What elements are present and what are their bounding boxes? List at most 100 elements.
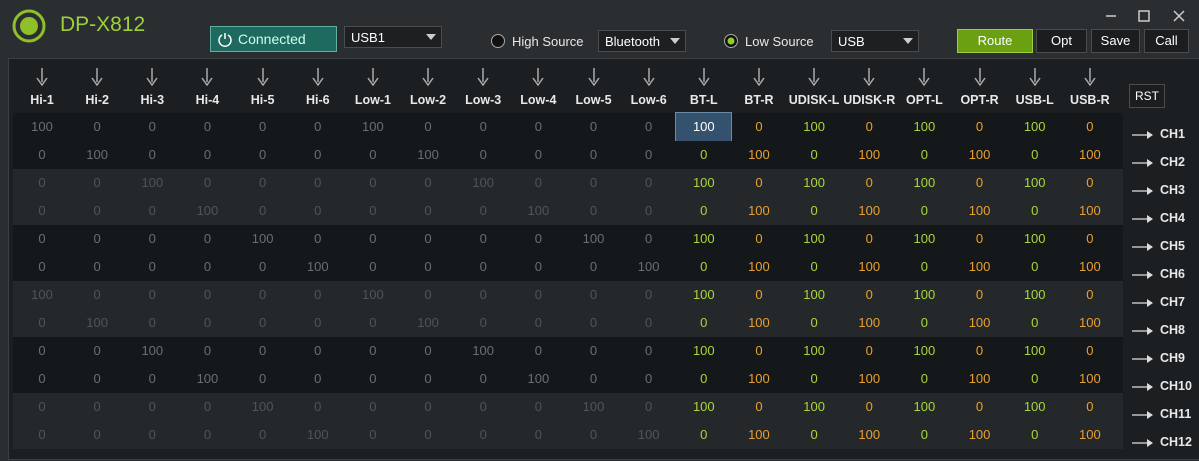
gain-cell[interactable]: 0 [1086,119,1094,134]
gain-cell[interactable]: 100 [748,427,770,442]
gain-cell[interactable]: 0 [203,175,212,190]
gain-cell[interactable]: 100 [748,259,770,274]
gain-cell[interactable]: 0 [534,231,542,246]
gain-cell[interactable]: 0 [369,203,377,218]
gain-cell[interactable]: 0 [865,175,873,190]
gain-cell[interactable]: 100 [196,203,219,218]
gain-cell[interactable]: 0 [314,315,322,330]
gain-cell[interactable]: 0 [258,343,267,358]
gain-cell[interactable]: 100 [968,371,991,386]
gain-cell[interactable]: 0 [314,399,322,414]
gain-cell[interactable]: 0 [148,427,156,442]
gain-cell[interactable]: 0 [148,315,156,330]
gain-cell[interactable]: 100 [913,175,936,190]
gain-cell[interactable]: 0 [38,203,46,218]
gain-cell[interactable]: 0 [38,175,46,190]
gain-cell[interactable]: 0 [369,343,377,358]
gain-cell[interactable]: 0 [865,343,873,358]
gain-cell[interactable]: 0 [479,287,487,302]
gain-cell[interactable]: 0 [534,427,542,442]
gain-cell[interactable]: 0 [258,119,267,134]
gain-cell[interactable]: 100 [803,287,825,302]
gain-cell[interactable]: 0 [589,371,598,386]
gain-cell[interactable]: 0 [589,343,598,358]
gain-cell[interactable]: 0 [534,315,542,330]
gain-cell[interactable]: 100 [803,119,825,134]
gain-cell[interactable]: 0 [38,399,46,414]
gain-cell[interactable]: 0 [314,371,322,386]
gain-cell[interactable]: 0 [38,147,46,162]
gain-cell[interactable]: 0 [1031,203,1039,218]
gain-cell[interactable]: 100 [858,427,881,442]
gain-cell[interactable]: 0 [258,175,267,190]
gain-cell[interactable]: 0 [975,119,984,134]
gain-cell[interactable]: 100 [803,343,825,358]
gain-cell[interactable]: 0 [755,399,763,414]
gain-cell[interactable]: 0 [369,399,377,414]
gain-cell[interactable]: 100 [692,231,715,246]
gain-cell[interactable]: 0 [258,371,267,386]
close[interactable] [1173,10,1185,22]
gain-cell[interactable]: 100 [86,315,108,330]
gain-cell[interactable]: 100 [306,259,329,274]
gain-cell[interactable]: 0 [203,427,212,442]
gain-cell[interactable]: 0 [369,427,377,442]
gain-cell[interactable]: 100 [968,259,991,274]
gain-cell[interactable]: 100 [968,203,991,218]
gain-cell[interactable]: 100 [86,147,108,162]
gain-cell[interactable]: 0 [38,231,46,246]
gain-cell[interactable]: 0 [589,175,598,190]
gain-cell[interactable]: 0 [148,147,156,162]
gain-cell[interactable]: 100 [417,147,439,162]
gain-cell[interactable]: 0 [93,231,101,246]
high-source-select[interactable]: Bluetooth [598,30,686,52]
gain-cell[interactable]: 100 [362,119,384,134]
gain-cell[interactable]: 0 [1031,147,1039,162]
gain-cell[interactable]: 100 [803,399,825,414]
gain-cell[interactable]: 0 [645,315,653,330]
gain-cell[interactable]: 0 [203,259,212,274]
gain-cell[interactable]: 0 [424,371,432,386]
gain-cell[interactable]: 0 [93,119,101,134]
gain-cell[interactable]: 0 [424,175,432,190]
gain-cell[interactable]: 0 [534,259,542,274]
gain-cell[interactable]: 0 [589,147,598,162]
gain-cell[interactable]: 0 [700,203,708,218]
radio-low[interactable] [723,33,739,49]
gain-cell[interactable]: 0 [975,399,984,414]
gain-cell[interactable]: 0 [920,259,928,274]
gain-cell[interactable]: 0 [479,315,487,330]
gain-cell[interactable]: 100 [1078,259,1101,274]
gain-cell[interactable]: 100 [1078,315,1101,330]
gain-cell[interactable]: 0 [534,119,542,134]
gain-cell[interactable]: 0 [645,147,653,162]
gain-cell[interactable]: 0 [865,231,873,246]
gain-cell[interactable]: 100 [1023,399,1046,414]
gain-cell[interactable]: 100 [748,315,770,330]
gain-cell[interactable]: 0 [645,287,653,302]
gain-cell[interactable]: 100 [692,343,715,358]
gain-cell[interactable]: 0 [314,147,322,162]
gain-cell[interactable]: 100 [1078,371,1101,386]
gain-cell[interactable]: 100 [251,399,274,414]
gain-cell[interactable]: 0 [755,343,763,358]
gain-cell[interactable]: 100 [913,119,936,134]
gain-cell[interactable]: 0 [203,343,212,358]
gain-cell[interactable]: 0 [920,371,928,386]
status-indicator[interactable]: Connected [210,26,337,52]
gain-cell[interactable]: 100 [692,175,715,190]
gain-cell[interactable]: 100 [858,315,881,330]
gain-cell[interactable]: 0 [203,231,212,246]
gain-cell[interactable]: 0 [534,287,542,302]
gain-cell[interactable]: 100 [362,287,384,302]
gain-cell[interactable]: 0 [810,203,818,218]
gain-cell[interactable]: 100 [417,315,439,330]
radio-high[interactable] [490,33,506,49]
gain-cell[interactable]: 0 [479,119,487,134]
gain-cell[interactable]: 0 [479,231,487,246]
gain-cell[interactable]: 0 [700,315,708,330]
gain-cell[interactable]: 0 [1086,343,1094,358]
gain-cell[interactable]: 0 [645,371,653,386]
gain-cell[interactable]: 0 [1086,399,1094,414]
gain-cell[interactable]: 0 [645,119,653,134]
